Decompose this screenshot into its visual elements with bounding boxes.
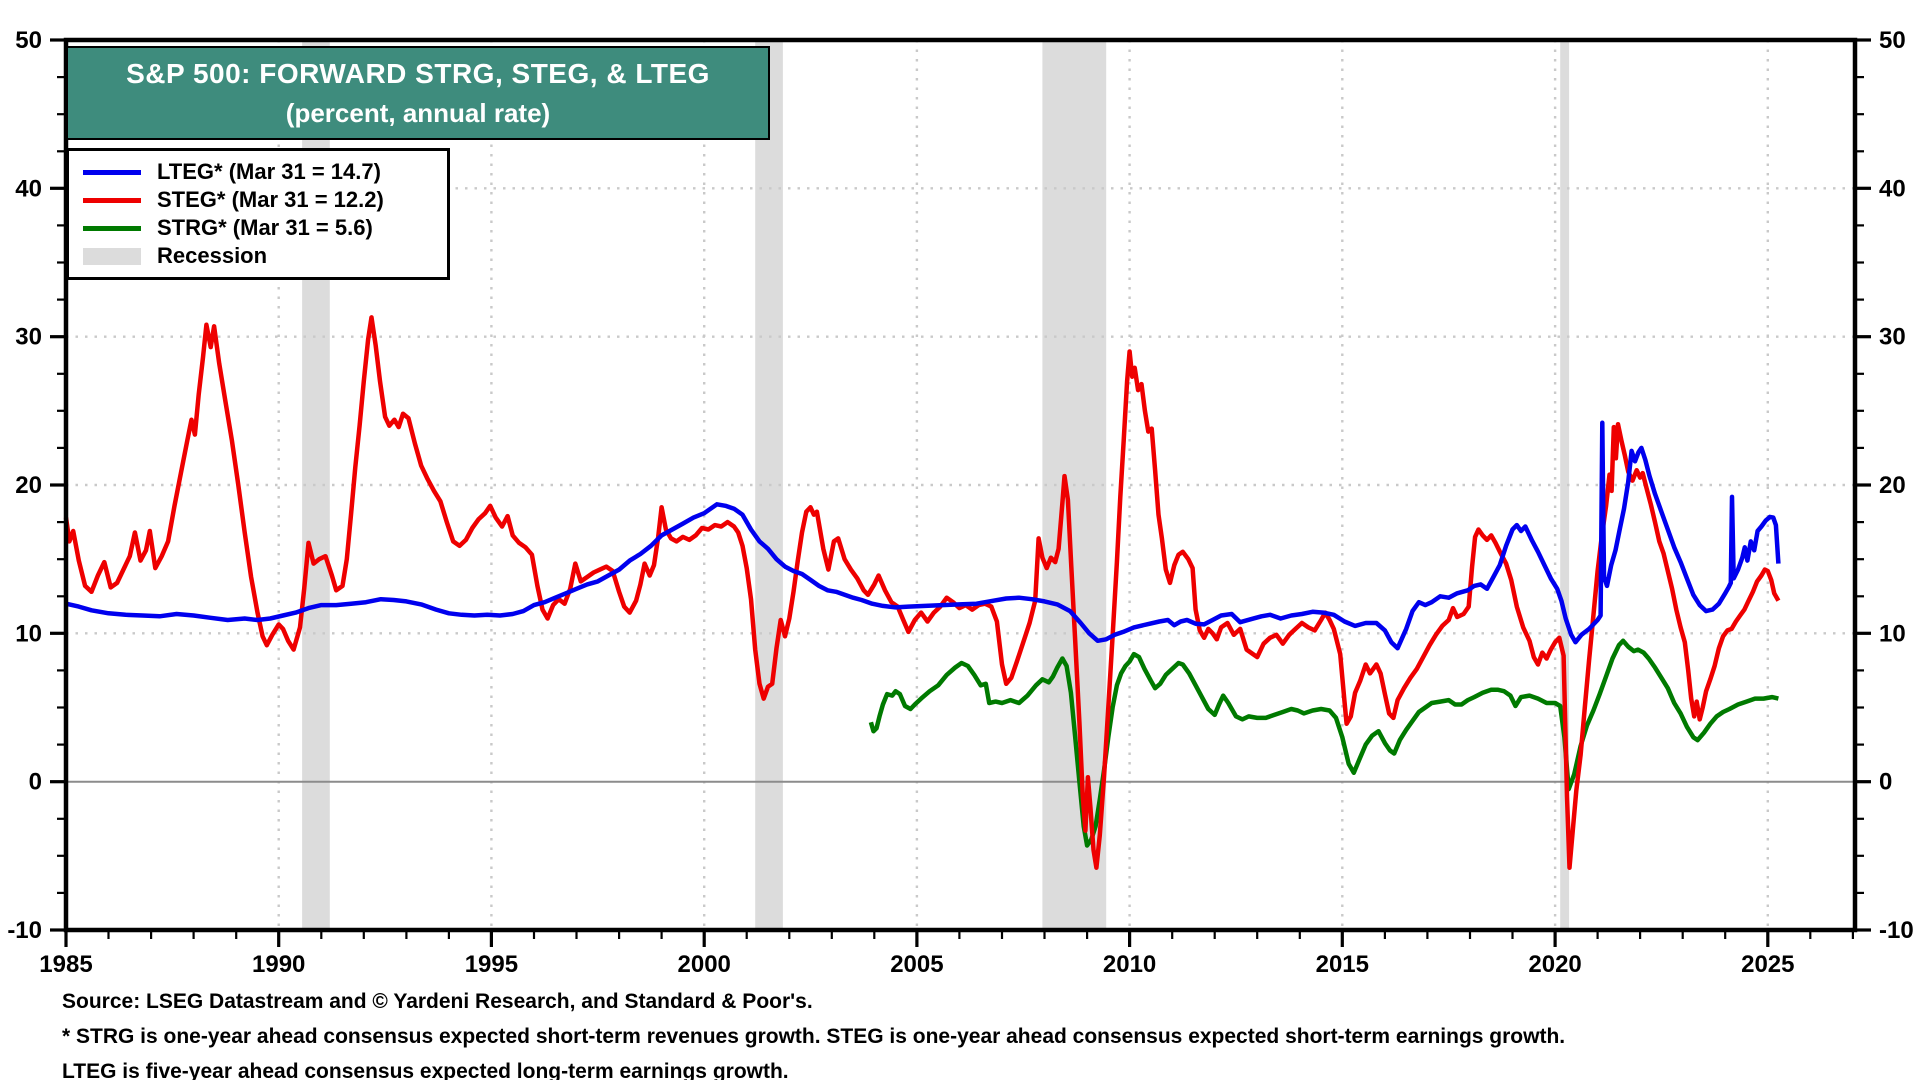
y-axis-label-right: 20 [1879, 472, 1906, 499]
legend-item-recession: Recession [83, 242, 437, 270]
lteg-line-swatch [83, 169, 141, 175]
legend-label-steg: STEG* (Mar 31 = 12.2) [157, 187, 384, 212]
recession-swatch [83, 247, 141, 265]
legend: LTEG* (Mar 31 = 14.7) STEG* (Mar 31 = 12.… [66, 148, 450, 280]
definition-note-1: * STRG is one-year ahead consensus expec… [62, 1025, 1566, 1048]
x-axis-label: 2010 [1103, 951, 1156, 978]
y-axis-label-right: -10 [1879, 917, 1914, 944]
y-axis-label-left: 0 [29, 769, 42, 796]
x-axis-label: 1985 [39, 951, 92, 978]
x-axis-label: 2000 [678, 951, 731, 978]
y-axis-label-right: 0 [1879, 769, 1892, 796]
chart-title: S&P 500: FORWARD STRG, STEG, & LTEG [126, 58, 710, 89]
y-axis-label-left: 50 [15, 27, 42, 54]
y-axis-label-right: 30 [1879, 324, 1906, 351]
recession-band [1560, 40, 1570, 930]
chart-subtitle: (percent, annual rate) [285, 98, 551, 128]
x-axis-label: 2015 [1316, 951, 1369, 978]
y-axis-label-left: 30 [15, 324, 42, 351]
lteg-line [65, 420, 1781, 651]
x-axis-label: 2020 [1528, 951, 1581, 978]
y-axis-label-right: 10 [1879, 620, 1906, 647]
legend-label-strg: STRG* (Mar 31 = 5.6) [157, 215, 373, 240]
y-axis-label-left: 20 [15, 472, 42, 499]
y-axis-label-left: -10 [7, 917, 42, 944]
strg-line [868, 638, 1779, 848]
legend-item-lteg: LTEG* (Mar 31 = 14.7) [83, 158, 437, 186]
y-axis-label-left: 10 [15, 620, 42, 647]
legend-item-strg: STRG* (Mar 31 = 5.6) [83, 214, 437, 242]
legend-label-lteg: LTEG* (Mar 31 = 14.7) [157, 159, 381, 184]
x-axis-label: 2025 [1741, 951, 1794, 978]
y-axis-label-right: 40 [1879, 175, 1906, 202]
title-block: S&P 500: FORWARD STRG, STEG, & LTEG (per… [66, 46, 770, 140]
steg-line-swatch [83, 197, 141, 203]
x-axis-label: 2005 [890, 951, 943, 978]
strg-line-swatch [83, 225, 141, 231]
footnotes: Source: LSEG Datastream and © Yardeni Re… [62, 984, 1862, 1080]
definition-note-2: LTEG is five-year ahead consensus expect… [62, 1060, 789, 1080]
y-axis-label-left: 40 [15, 175, 42, 202]
legend-label-recession: Recession [157, 243, 268, 268]
legend-item-steg: STEG* (Mar 31 = 12.2) [83, 186, 437, 214]
x-axis-label: 1995 [465, 951, 518, 978]
x-axis-label: 1990 [252, 951, 305, 978]
steg-line [63, 315, 1781, 870]
source-note: Source: LSEG Datastream and © Yardeni Re… [62, 990, 813, 1013]
y-axis-label-right: 50 [1879, 27, 1906, 54]
